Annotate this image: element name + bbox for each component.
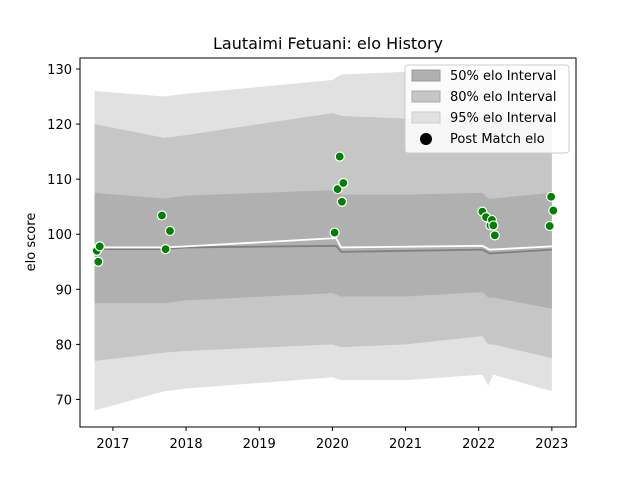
y-tick-label: 110: [47, 173, 72, 188]
post-match-point: [338, 177, 349, 189]
y-tick-label: 80: [55, 338, 72, 353]
plot-area: [91, 69, 559, 411]
post-match-point: [488, 220, 499, 231]
x-tick-label: 2017: [96, 437, 129, 452]
post-match-point: [336, 196, 347, 207]
legend-marker-points: [420, 133, 432, 145]
chart-title: Lautaimi Fetuani: elo History: [213, 34, 443, 53]
y-tick-label: 100: [47, 228, 72, 243]
post-match-points: [91, 151, 559, 267]
x-tick-label: 2023: [535, 437, 568, 452]
x-tick-label: 2018: [170, 437, 203, 452]
y-axis-title: elo score: [24, 213, 39, 272]
x-tick-label: 2020: [316, 437, 349, 452]
post-match-point: [489, 230, 500, 241]
y-tick-label: 130: [47, 63, 72, 78]
post-match-point: [546, 191, 557, 202]
post-match-point: [156, 210, 168, 221]
legend-label-80: 80% elo Interval: [450, 90, 557, 105]
legend-swatch-50: [411, 69, 441, 82]
x-tick-label: 2022: [462, 437, 495, 452]
post-match-point: [548, 205, 559, 216]
legend-label-50: 50% elo Interval: [450, 69, 557, 84]
legend-label-95: 95% elo Interval: [450, 111, 557, 126]
post-match-point: [93, 256, 104, 267]
plot-frame: [79, 57, 577, 428]
y-axis: 70 80 90 100 110 120 130: [47, 63, 80, 408]
post-match-point: [94, 241, 105, 252]
legend-swatch-95: [411, 111, 441, 124]
x-tick-label: 2021: [389, 437, 422, 452]
post-match-point: [164, 225, 176, 237]
post-match-point: [544, 220, 555, 232]
y-tick-label: 90: [55, 283, 72, 298]
post-match-point: [329, 227, 340, 238]
legend-swatch-80: [411, 90, 441, 103]
legend-box: [404, 64, 570, 154]
y-tick-label: 70: [55, 393, 72, 408]
band-50-interval: [94, 190, 552, 309]
legend: 50% elo Interval 80% elo Interval 95% el…: [404, 64, 570, 154]
x-tick-label: 2019: [243, 437, 276, 452]
post-match-point: [332, 183, 343, 195]
post-match-point: [160, 244, 171, 255]
y-tick-label: 120: [47, 118, 72, 133]
post-match-point: [334, 151, 345, 162]
x-axis: 2017 2018 2019 2020 2021 2022 2023: [96, 427, 568, 452]
legend-label-points: Post Match elo: [450, 132, 545, 147]
